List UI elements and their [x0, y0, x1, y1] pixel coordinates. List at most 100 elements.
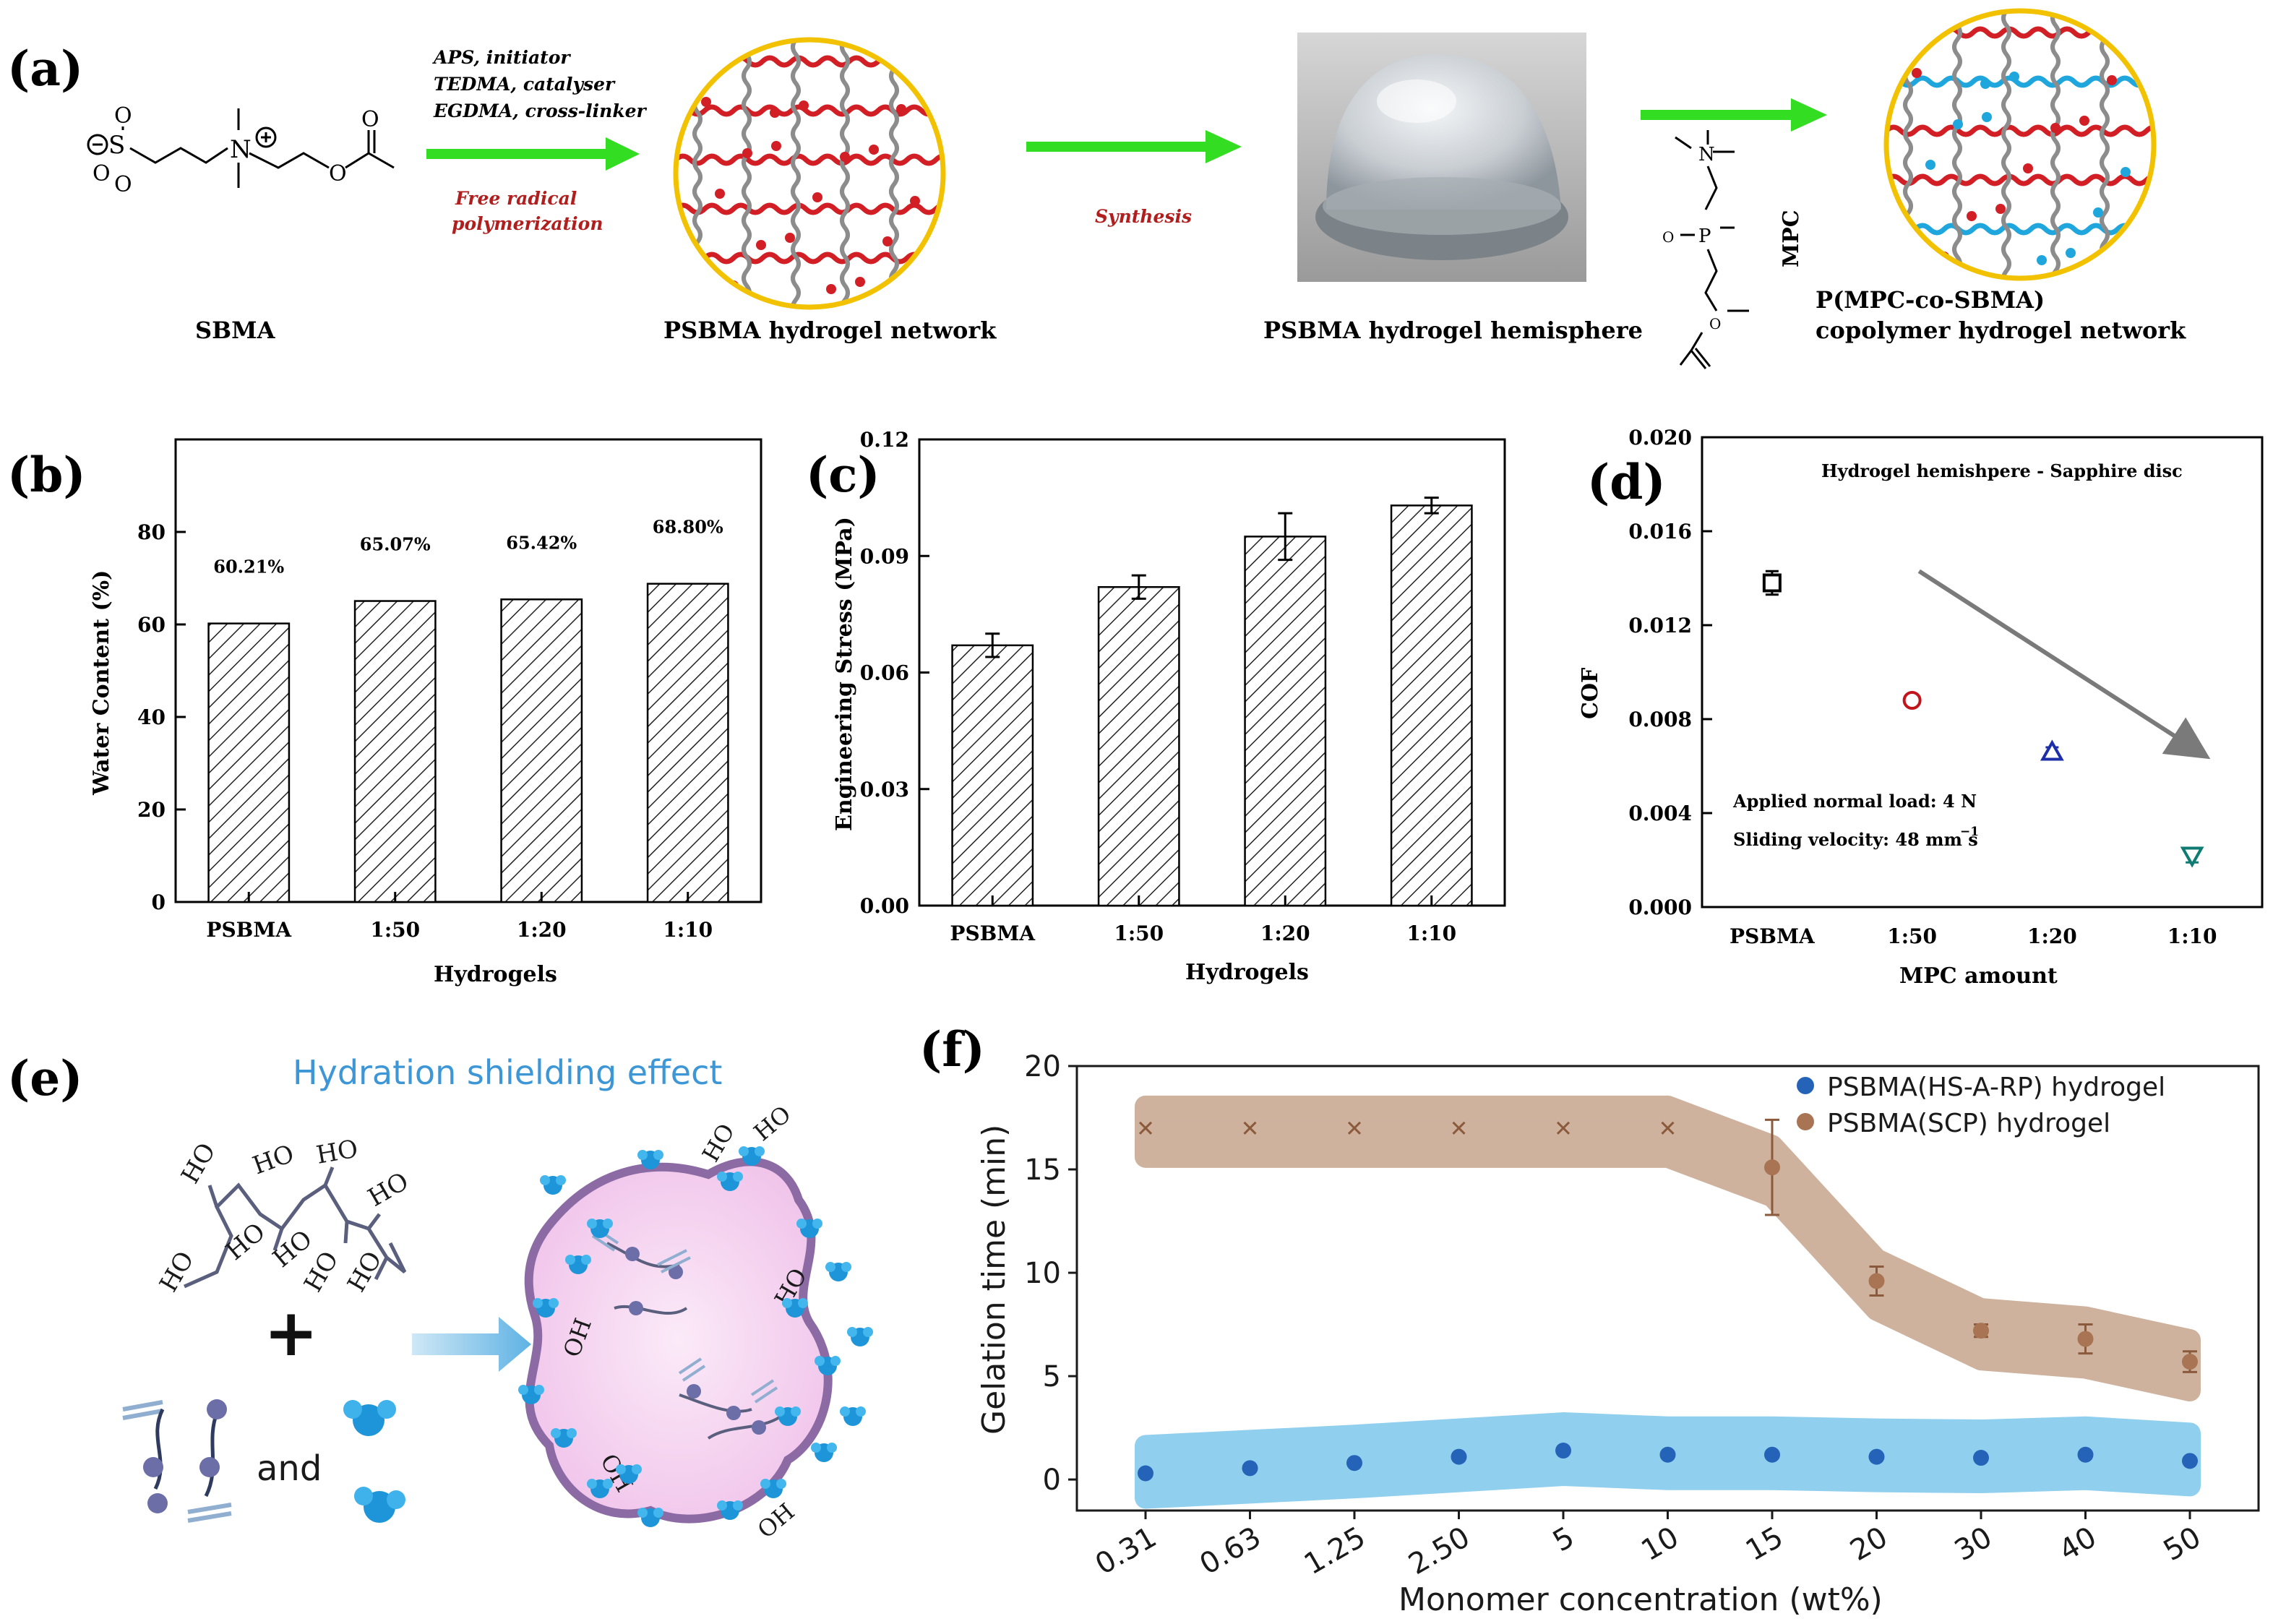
- point-scp-x: [1661, 1121, 1675, 1135]
- panel-d: (d) COF MPC amount Hydrogel hemishpere -…: [1578, 426, 2264, 989]
- bar-1:10: [1390, 504, 1473, 907]
- panel-d-title: Hydrogel hemishpere - Sapphire disc: [1821, 460, 2183, 481]
- panel-d-letter: (d): [1587, 454, 1666, 510]
- point-scp-x: [1138, 1121, 1153, 1135]
- water-hydrogen: [798, 1298, 808, 1308]
- marker-1:20: [2040, 739, 2064, 761]
- plot-frame: [174, 438, 762, 903]
- y-tick-label: 0.012: [1628, 614, 1692, 637]
- water-hydrogen: [755, 1146, 765, 1156]
- and-label: and: [257, 1448, 322, 1489]
- water-hydrogen: [840, 1406, 850, 1417]
- svg-text:O: O: [1709, 315, 1721, 332]
- water-hydrogen: [791, 1406, 801, 1417]
- sbma-caption: SBMA: [195, 317, 276, 344]
- water-hydrogen: [653, 1150, 663, 1160]
- shielding-arrow: [412, 1317, 531, 1372]
- svg-text:HO: HO: [220, 1217, 271, 1266]
- data-label: 65.07%: [360, 534, 431, 555]
- y-tick-label: 0.03: [860, 778, 909, 802]
- water-hydrogen: [811, 1443, 821, 1453]
- panel-f-letter: (f): [919, 1021, 985, 1078]
- water-hydrogen: [841, 1262, 851, 1272]
- zwitterion-chains-illustration: [122, 1399, 232, 1523]
- reagent-3: EGDMA, cross-linker: [433, 100, 648, 121]
- reagent-2: TEDMA, catalyser: [434, 74, 616, 95]
- x-tick-label: 1:10: [1406, 921, 1456, 945]
- panel-c-ylabel: Engineering Stress (MPa): [832, 517, 857, 831]
- y-tick-label: 0.00: [860, 894, 909, 918]
- x-tick-label: PSBMA: [950, 921, 1036, 945]
- svg-text:O: O: [329, 161, 347, 186]
- water-hydrogen: [540, 1175, 550, 1185]
- water-hydrogen: [637, 1508, 648, 1518]
- y-tick-label: 0.008: [1628, 708, 1692, 731]
- panel-c-xlabel: Hydrogels: [1185, 960, 1309, 985]
- legend-marker: [1797, 1113, 1814, 1130]
- psbma-network-illustration: [673, 37, 946, 310]
- svg-text:O: O: [1662, 228, 1674, 246]
- trend-arrow: [1917, 569, 2211, 760]
- panel-d-annotation-load: Applied normal load: 4 N: [1732, 791, 1977, 812]
- water-hydrogen: [637, 1150, 648, 1160]
- svg-text:P: P: [1698, 225, 1711, 247]
- panel-d-annotation-exponent: −1: [1960, 825, 1979, 839]
- panel-a: (a) O S O O N O O SBMA APS, initiator: [7, 8, 2186, 369]
- water-hydrogen: [760, 1479, 770, 1489]
- x-tick-label: 1:50: [1114, 921, 1164, 945]
- panel-e-title: Hydration shielding effect: [293, 1053, 722, 1092]
- point-hs-a-rp: [1242, 1460, 1258, 1477]
- point-scp: [1973, 1323, 1989, 1339]
- water-hydrogen: [812, 1219, 822, 1229]
- y-tick-label: 0: [1043, 1464, 1061, 1497]
- reaction-line-2: polymerization: [452, 213, 603, 234]
- data-label: 60.21%: [213, 557, 284, 577]
- panel-b-ylabel: Water Content (%): [89, 570, 114, 796]
- water-molecules-legend: [343, 1400, 405, 1523]
- water-hydrogen: [733, 1172, 743, 1182]
- svg-text:HO: HO: [364, 1167, 414, 1212]
- water-hydrogen: [733, 1500, 743, 1511]
- point-scp-x: [1556, 1121, 1571, 1135]
- x-tick-label: 1:50: [370, 918, 420, 942]
- bar-1:10: [646, 583, 729, 903]
- reagent-1: APS, initiator: [432, 47, 571, 68]
- water-hydrogen: [603, 1219, 613, 1229]
- x-tick-label: 1:20: [517, 918, 567, 942]
- point-hs-a-rp: [1868, 1448, 1885, 1465]
- water-hydrogen: [534, 1385, 544, 1395]
- panel-b-letter: (b): [7, 447, 86, 503]
- marker-1:10: [2180, 846, 2204, 868]
- water-hydrogen: [825, 1262, 835, 1272]
- point-hs-a-rp: [1138, 1465, 1153, 1482]
- y-tick-label: 40: [137, 705, 166, 729]
- y-tick-label: 0.09: [860, 544, 909, 568]
- y-tick-label: 0.000: [1628, 895, 1692, 919]
- panel-c-letter: (c): [806, 447, 880, 503]
- arrow-polymerization: [426, 137, 640, 171]
- y-tick-label: 0.12: [860, 428, 909, 452]
- y-tick-label: 20: [137, 798, 166, 822]
- water-hydrogen: [556, 1175, 566, 1185]
- svg-text:N: N: [230, 135, 252, 164]
- water-hydrogen: [847, 1327, 857, 1337]
- x-tick-label: 0.63: [1194, 1521, 1266, 1581]
- panel-e-letter: (e): [7, 1050, 82, 1107]
- marker-PSBMA: [1762, 573, 1782, 593]
- water-hydrogen: [815, 1356, 825, 1366]
- svg-text:HO: HO: [249, 1139, 298, 1180]
- svg-text:HO: HO: [749, 1100, 796, 1146]
- x-tick-label: 30: [1949, 1521, 1998, 1568]
- marker-1:50: [1902, 691, 1922, 710]
- water-hydrogen: [632, 1464, 642, 1474]
- water-hydrogen: [856, 1406, 866, 1417]
- synthesis-label: Synthesis: [1095, 206, 1192, 227]
- panel-b-xlabel: Hydrogels: [434, 962, 557, 987]
- bar-1:20: [500, 598, 583, 903]
- y-tick-label: 0.06: [860, 661, 909, 685]
- panel-d-ylabel: COF: [1578, 668, 1603, 719]
- point-scp: [2182, 1354, 2198, 1370]
- hydrated-network-illustration: HO HO OH OH OH HO: [518, 1100, 873, 1544]
- svg-text:N: N: [1698, 144, 1715, 166]
